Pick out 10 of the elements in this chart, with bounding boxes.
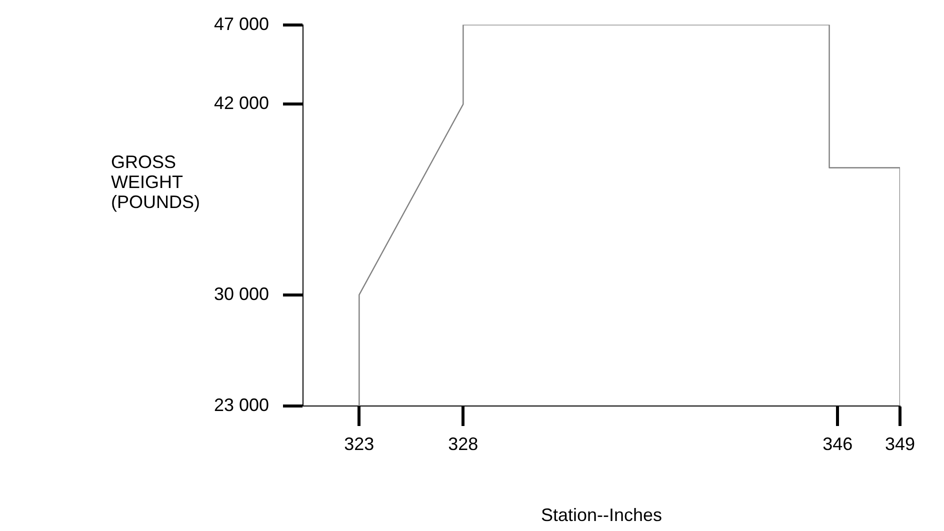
x-tick-label: 328 <box>448 434 478 454</box>
x-tick-label: 346 <box>822 434 853 454</box>
x-axis-title: Station--Inches <box>540 505 662 526</box>
y-tick-label: 47 000 <box>214 14 269 34</box>
y-axis-title: GROSS WEIGHT (POUNDS) <box>111 152 200 212</box>
y-tick-label: 23 000 <box>214 394 269 415</box>
x-tick-label: 349 <box>884 434 916 454</box>
y-tick-label: 42 000 <box>214 93 269 114</box>
x-tick-label: 323 <box>344 434 374 454</box>
y-tick-label: 30 000 <box>214 284 269 304</box>
